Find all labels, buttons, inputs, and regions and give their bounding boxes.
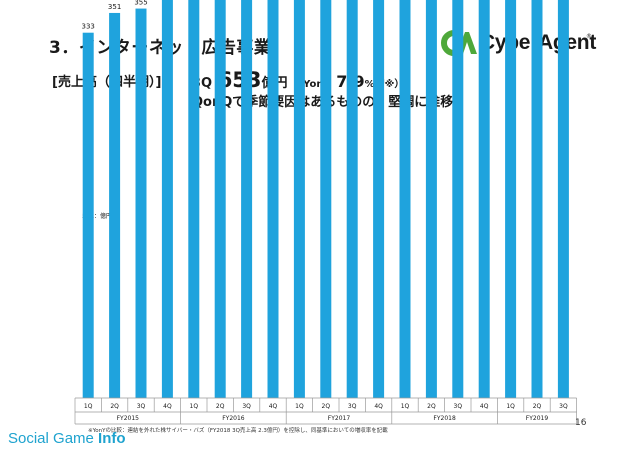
bar-3: [161, 0, 173, 398]
bar-15: [478, 0, 490, 399]
bar-8: [293, 0, 305, 399]
category-label-10: 3Q: [348, 403, 357, 410]
bar-value-label-0: 333: [82, 23, 95, 31]
bar-0: [82, 32, 94, 398]
bar-value-label-1: 351: [108, 3, 121, 11]
footnote: ※YonYの比較：連結を外れた株サイバー・バズ（FY2018 3Q売上高 2.3…: [88, 428, 388, 434]
section-label: [売上高（四半期）]: [52, 75, 162, 90]
bar-9: [320, 0, 332, 398]
watermark-suffix: Info: [98, 430, 126, 447]
category-label-15: 4Q: [480, 403, 489, 410]
fiscal-year-label-0: FY2015: [117, 415, 140, 422]
watermark: Social Game Info: [8, 430, 126, 447]
headline-yoy-label: （YonY: [293, 79, 331, 90]
bar-2: [135, 8, 147, 398]
unit-label: 単位：億円: [82, 213, 113, 220]
bar-value-label-2: 355: [134, 0, 147, 7]
bar-10: [346, 0, 358, 398]
bar-13: [425, 0, 437, 398]
fiscal-year-label-4: FY2019: [526, 415, 549, 422]
bar-6: [241, 0, 253, 398]
bar-1: [109, 12, 121, 398]
category-label-5: 2Q: [216, 403, 225, 410]
category-label-13: 2Q: [427, 403, 436, 410]
logo-registered-mark: ®: [586, 33, 592, 40]
category-label-14: 3Q: [454, 403, 463, 410]
category-label-18: 3Q: [559, 403, 568, 410]
bar-18: [557, 0, 569, 398]
category-label-2: 3Q: [137, 403, 146, 410]
category-label-4: 1Q: [190, 403, 199, 410]
bar-4: [188, 0, 200, 399]
bar-5: [214, 0, 226, 399]
category-label-12: 1Q: [401, 403, 410, 410]
bar-17: [531, 0, 543, 398]
category-label-1: 2Q: [110, 403, 119, 410]
category-label-3: 4Q: [163, 403, 172, 410]
headline-yoy-suffix: %増※）: [364, 79, 405, 90]
bar-12: [399, 0, 411, 399]
fiscal-year-label-1: FY2016: [222, 415, 245, 422]
bar-7: [267, 0, 279, 399]
page-number: 16: [575, 418, 587, 428]
watermark-prefix: Social Game: [8, 430, 99, 447]
bar-16: [505, 0, 517, 399]
category-label-9: 2Q: [322, 403, 331, 410]
bar-14: [452, 0, 464, 399]
bar-11: [373, 0, 385, 398]
fiscal-year-label-3: FY2018: [433, 415, 456, 422]
category-label-6: 3Q: [242, 403, 251, 410]
category-label-0: 1Q: [84, 403, 93, 410]
category-label-7: 4Q: [269, 403, 278, 410]
fiscal-year-label-2: FY2017: [328, 415, 351, 422]
category-label-17: 2Q: [533, 403, 542, 410]
category-label-8: 1Q: [295, 403, 304, 410]
category-label-16: 1Q: [506, 403, 515, 410]
category-label-11: 4Q: [374, 403, 383, 410]
